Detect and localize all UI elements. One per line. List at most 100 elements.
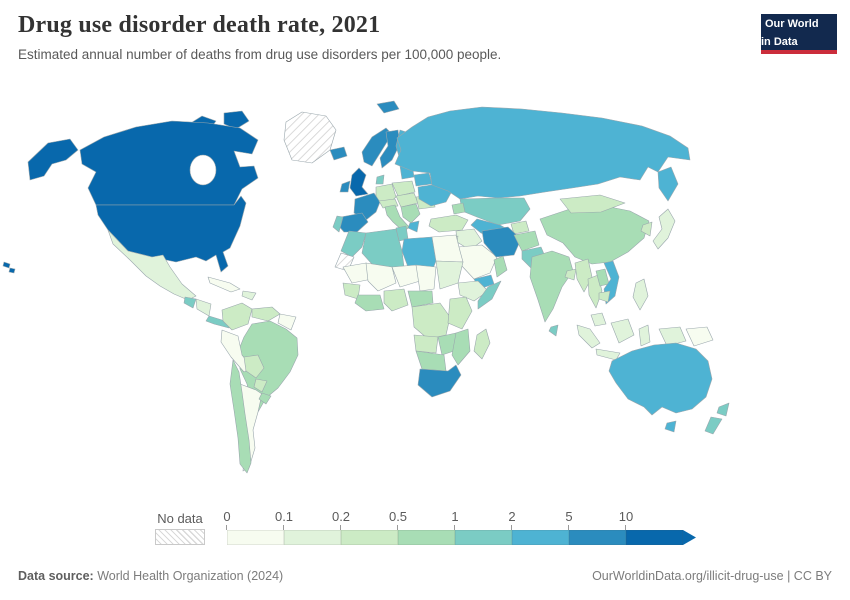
country-ethiopia[interactable] bbox=[457, 280, 489, 302]
country-dr-congo[interactable] bbox=[411, 302, 451, 340]
country-chad[interactable] bbox=[415, 264, 437, 292]
legend-bin-5[interactable]: 2 bbox=[508, 509, 569, 545]
country-angola[interactable] bbox=[413, 334, 439, 354]
country-papua-new-guinea[interactable] bbox=[685, 326, 714, 347]
owid-logo[interactable]: Our World in Data bbox=[761, 14, 837, 54]
country-balkans[interactable] bbox=[400, 203, 421, 224]
country-portugal[interactable] bbox=[332, 215, 344, 233]
page-subtitle: Estimated annual number of deaths from d… bbox=[18, 47, 502, 62]
country-philippines[interactable] bbox=[632, 278, 649, 311]
country-indonesia-borneo[interactable] bbox=[610, 318, 635, 344]
tick-label: 10 bbox=[618, 509, 634, 524]
tick-mark bbox=[625, 525, 626, 530]
country-cuba[interactable] bbox=[207, 276, 241, 293]
country-south-africa[interactable] bbox=[417, 364, 462, 398]
country-kazakhstan[interactable] bbox=[459, 197, 531, 226]
country-paraguay[interactable] bbox=[253, 378, 268, 393]
country-oman[interactable] bbox=[493, 255, 508, 278]
tick-label: 2 bbox=[508, 509, 516, 524]
country-usa-alaska[interactable] bbox=[27, 138, 79, 181]
attribution: OurWorldinData.org/illicit-drug-use | CC… bbox=[592, 569, 832, 583]
owid-link[interactable]: OurWorldinData.org/illicit-drug-use bbox=[592, 569, 784, 583]
country-caucasus[interactable] bbox=[451, 202, 466, 215]
country-australia-tasmania[interactable] bbox=[664, 420, 677, 433]
country-turkey[interactable] bbox=[428, 214, 469, 233]
data-source: Data source: World Health Organization (… bbox=[18, 569, 283, 583]
license-text: | CC BY bbox=[783, 569, 832, 583]
country-russia[interactable] bbox=[394, 106, 691, 200]
country-mali[interactable] bbox=[365, 262, 397, 292]
country-ireland[interactable] bbox=[339, 180, 351, 193]
country-new-zealand-south[interactable] bbox=[704, 416, 723, 435]
country-colombia[interactable] bbox=[221, 302, 253, 331]
country-morocco[interactable] bbox=[340, 230, 367, 258]
legend-bin-3[interactable]: 0.5 bbox=[389, 509, 455, 545]
country-svalbard[interactable] bbox=[376, 100, 400, 114]
country-usa[interactable] bbox=[95, 195, 247, 273]
country-indonesia-papua[interactable] bbox=[658, 326, 687, 347]
country-costa-rica-panama[interactable] bbox=[205, 315, 232, 329]
country-myanmar[interactable] bbox=[574, 258, 593, 293]
country-nigeria[interactable] bbox=[383, 288, 409, 312]
country-cambodia[interactable] bbox=[598, 290, 611, 303]
legend-bin-2[interactable]: 0.2 bbox=[332, 509, 398, 545]
country-afghanistan[interactable] bbox=[513, 230, 540, 252]
country-bolivia[interactable] bbox=[243, 354, 265, 379]
country-indonesia-sumatra[interactable] bbox=[576, 324, 601, 349]
country-russia-kamchatka[interactable] bbox=[657, 166, 679, 202]
country-egypt[interactable] bbox=[431, 234, 464, 263]
country-iran[interactable] bbox=[481, 226, 522, 258]
country-japan[interactable] bbox=[652, 208, 676, 250]
country-thailand[interactable] bbox=[587, 274, 603, 309]
country-indonesia-java[interactable] bbox=[595, 348, 621, 361]
legend-bin-7[interactable]: 10 bbox=[619, 509, 683, 545]
tick-label: 5 bbox=[565, 509, 573, 524]
country-kyrgyzstan-tajikistan[interactable] bbox=[510, 220, 530, 235]
country-niger[interactable] bbox=[391, 264, 421, 288]
country-denmark[interactable] bbox=[375, 174, 385, 185]
country-greenland[interactable] bbox=[283, 111, 337, 164]
country-cameroon-car[interactable] bbox=[407, 290, 434, 308]
country-australia[interactable] bbox=[608, 342, 713, 416]
legend-no-data[interactable]: No data bbox=[155, 511, 205, 545]
country-guyanas[interactable] bbox=[277, 313, 297, 331]
country-madagascar[interactable] bbox=[473, 328, 491, 360]
data-source-text: World Health Organization (2024) bbox=[93, 569, 284, 583]
country-malaysia[interactable] bbox=[590, 312, 607, 327]
legend-bin-0[interactable]: 0 bbox=[223, 509, 284, 545]
country-india[interactable] bbox=[529, 250, 574, 323]
country-honduras-nicaragua[interactable] bbox=[195, 298, 212, 317]
country-canada[interactable] bbox=[79, 120, 259, 206]
country-iceland[interactable] bbox=[329, 146, 348, 161]
chart-header: Drug use disorder death rate, 2021 Estim… bbox=[18, 12, 740, 62]
country-somalia[interactable] bbox=[477, 280, 502, 310]
world-map bbox=[2, 100, 730, 474]
country-belarus[interactable] bbox=[413, 172, 433, 187]
country-kenya-tanzania[interactable] bbox=[447, 296, 473, 330]
country-usa-hawaii-2[interactable] bbox=[8, 267, 16, 274]
country-bangladesh[interactable] bbox=[564, 268, 577, 281]
country-norway[interactable] bbox=[361, 127, 393, 167]
country-canada-arctic-2[interactable] bbox=[223, 110, 250, 130]
country-ivory-coast-ghana[interactable] bbox=[354, 294, 385, 312]
country-indonesia-sulawesi[interactable] bbox=[638, 324, 651, 347]
country-mongolia[interactable] bbox=[559, 194, 626, 214]
legend-bin-1[interactable]: 0.1 bbox=[275, 509, 341, 545]
country-mozambique[interactable] bbox=[451, 328, 471, 366]
country-uruguay[interactable] bbox=[258, 392, 272, 405]
country-greece[interactable] bbox=[407, 220, 420, 233]
legend-bin-6[interactable]: 5 bbox=[565, 509, 626, 545]
country-venezuela[interactable] bbox=[251, 306, 281, 322]
country-korea[interactable] bbox=[640, 221, 653, 237]
country-usa-hawaii[interactable] bbox=[2, 261, 11, 269]
country-chile[interactable] bbox=[229, 359, 252, 474]
country-hispaniola[interactable] bbox=[241, 290, 257, 301]
country-united-kingdom[interactable] bbox=[349, 167, 369, 197]
country-new-zealand-north[interactable] bbox=[716, 402, 730, 417]
legend-bin-4[interactable]: 1 bbox=[451, 509, 512, 545]
country-sweden[interactable] bbox=[379, 129, 401, 169]
country-poland[interactable] bbox=[391, 180, 416, 197]
country-guatemala[interactable] bbox=[183, 296, 197, 309]
no-data-label: No data bbox=[157, 511, 203, 526]
country-sri-lanka[interactable] bbox=[548, 324, 559, 337]
